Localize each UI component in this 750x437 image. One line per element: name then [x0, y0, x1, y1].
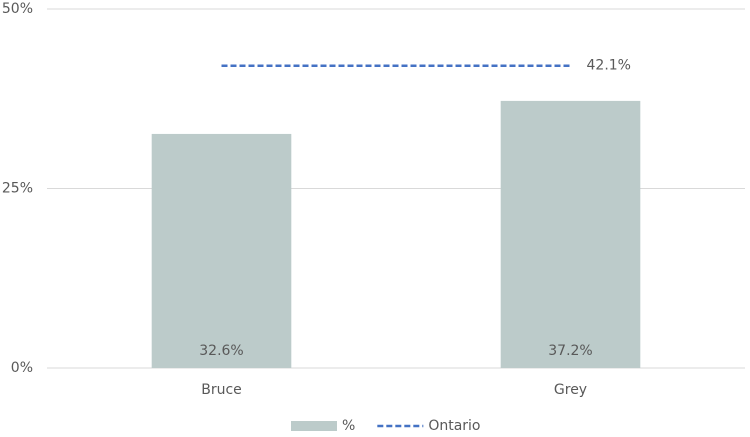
x-tick-label: Bruce: [201, 382, 242, 398]
legend-swatch: [291, 421, 337, 431]
bar: [151, 133, 292, 368]
value-label: 37.2%: [548, 343, 592, 359]
x-tick-label: Grey: [554, 382, 587, 398]
y-tick-label: 0%: [11, 360, 33, 376]
value-label: 42.1%: [587, 58, 631, 74]
value-label: 32.6%: [199, 343, 243, 359]
bar: [500, 100, 641, 369]
y-tick-label: 25%: [2, 181, 33, 197]
legend-label: Ontario: [428, 418, 480, 434]
y-tick-label: 50%: [2, 1, 33, 17]
legend-label: %: [342, 418, 355, 434]
